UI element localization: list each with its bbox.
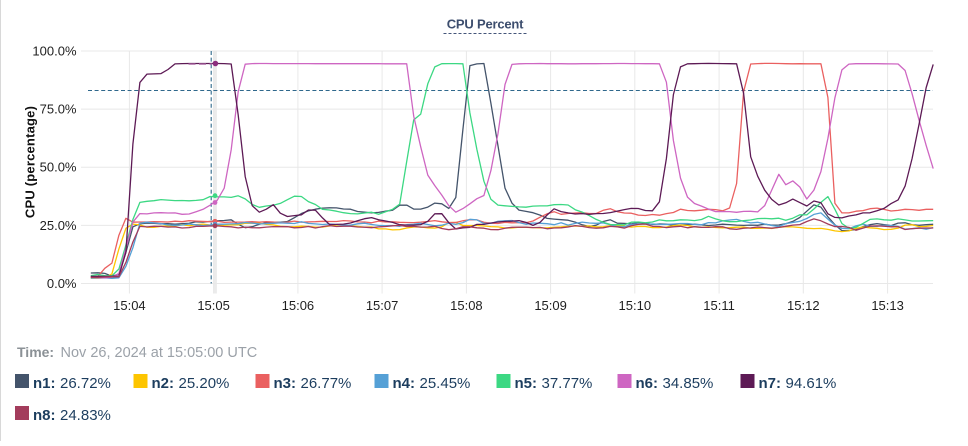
svg-text:15:11: 15:11 xyxy=(703,298,735,313)
svg-text:100.0%: 100.0% xyxy=(32,44,77,59)
svg-text:15:13: 15:13 xyxy=(871,298,904,313)
svg-text:n7:: n7: xyxy=(759,375,782,392)
svg-text:25.20%: 25.20% xyxy=(179,375,230,392)
svg-text:n3:: n3: xyxy=(274,375,297,392)
svg-text:34.85%: 34.85% xyxy=(663,375,714,392)
svg-text:75.0%: 75.0% xyxy=(40,102,77,117)
svg-text:n8:: n8: xyxy=(33,407,56,424)
svg-text:n5:: n5: xyxy=(515,375,538,392)
svg-text:CPU (percentage): CPU (percentage) xyxy=(23,106,38,218)
svg-text:n6:: n6: xyxy=(636,375,659,392)
svg-text:15:04: 15:04 xyxy=(113,298,146,313)
svg-text:94.61%: 94.61% xyxy=(786,375,837,392)
svg-text:15:06: 15:06 xyxy=(282,298,315,313)
svg-text:37.77%: 37.77% xyxy=(542,375,593,392)
svg-text:15:12: 15:12 xyxy=(787,298,820,313)
svg-text:n2:: n2: xyxy=(152,375,175,392)
svg-text:Nov 26, 2024 at 15:05:00 UTC: Nov 26, 2024 at 15:05:00 UTC xyxy=(61,345,258,361)
svg-text:15:07: 15:07 xyxy=(366,298,399,313)
svg-text:15:10: 15:10 xyxy=(619,298,652,313)
svg-text:0.0%: 0.0% xyxy=(47,276,77,291)
svg-text:25.45%: 25.45% xyxy=(420,375,471,392)
svg-text:26.72%: 26.72% xyxy=(60,375,111,392)
svg-text:15:05: 15:05 xyxy=(197,298,230,313)
svg-text:15:09: 15:09 xyxy=(534,298,567,313)
svg-text:Time:: Time: xyxy=(17,344,54,360)
svg-text:26.77%: 26.77% xyxy=(301,375,352,392)
svg-text:CPU Percent: CPU Percent xyxy=(447,17,524,32)
svg-text:24.83%: 24.83% xyxy=(60,407,111,424)
svg-text:50.0%: 50.0% xyxy=(40,160,77,175)
svg-text:n1:: n1: xyxy=(33,375,56,392)
svg-text:25.0%: 25.0% xyxy=(40,218,77,233)
svg-text:n4:: n4: xyxy=(393,375,416,392)
svg-text:15:08: 15:08 xyxy=(450,298,483,313)
